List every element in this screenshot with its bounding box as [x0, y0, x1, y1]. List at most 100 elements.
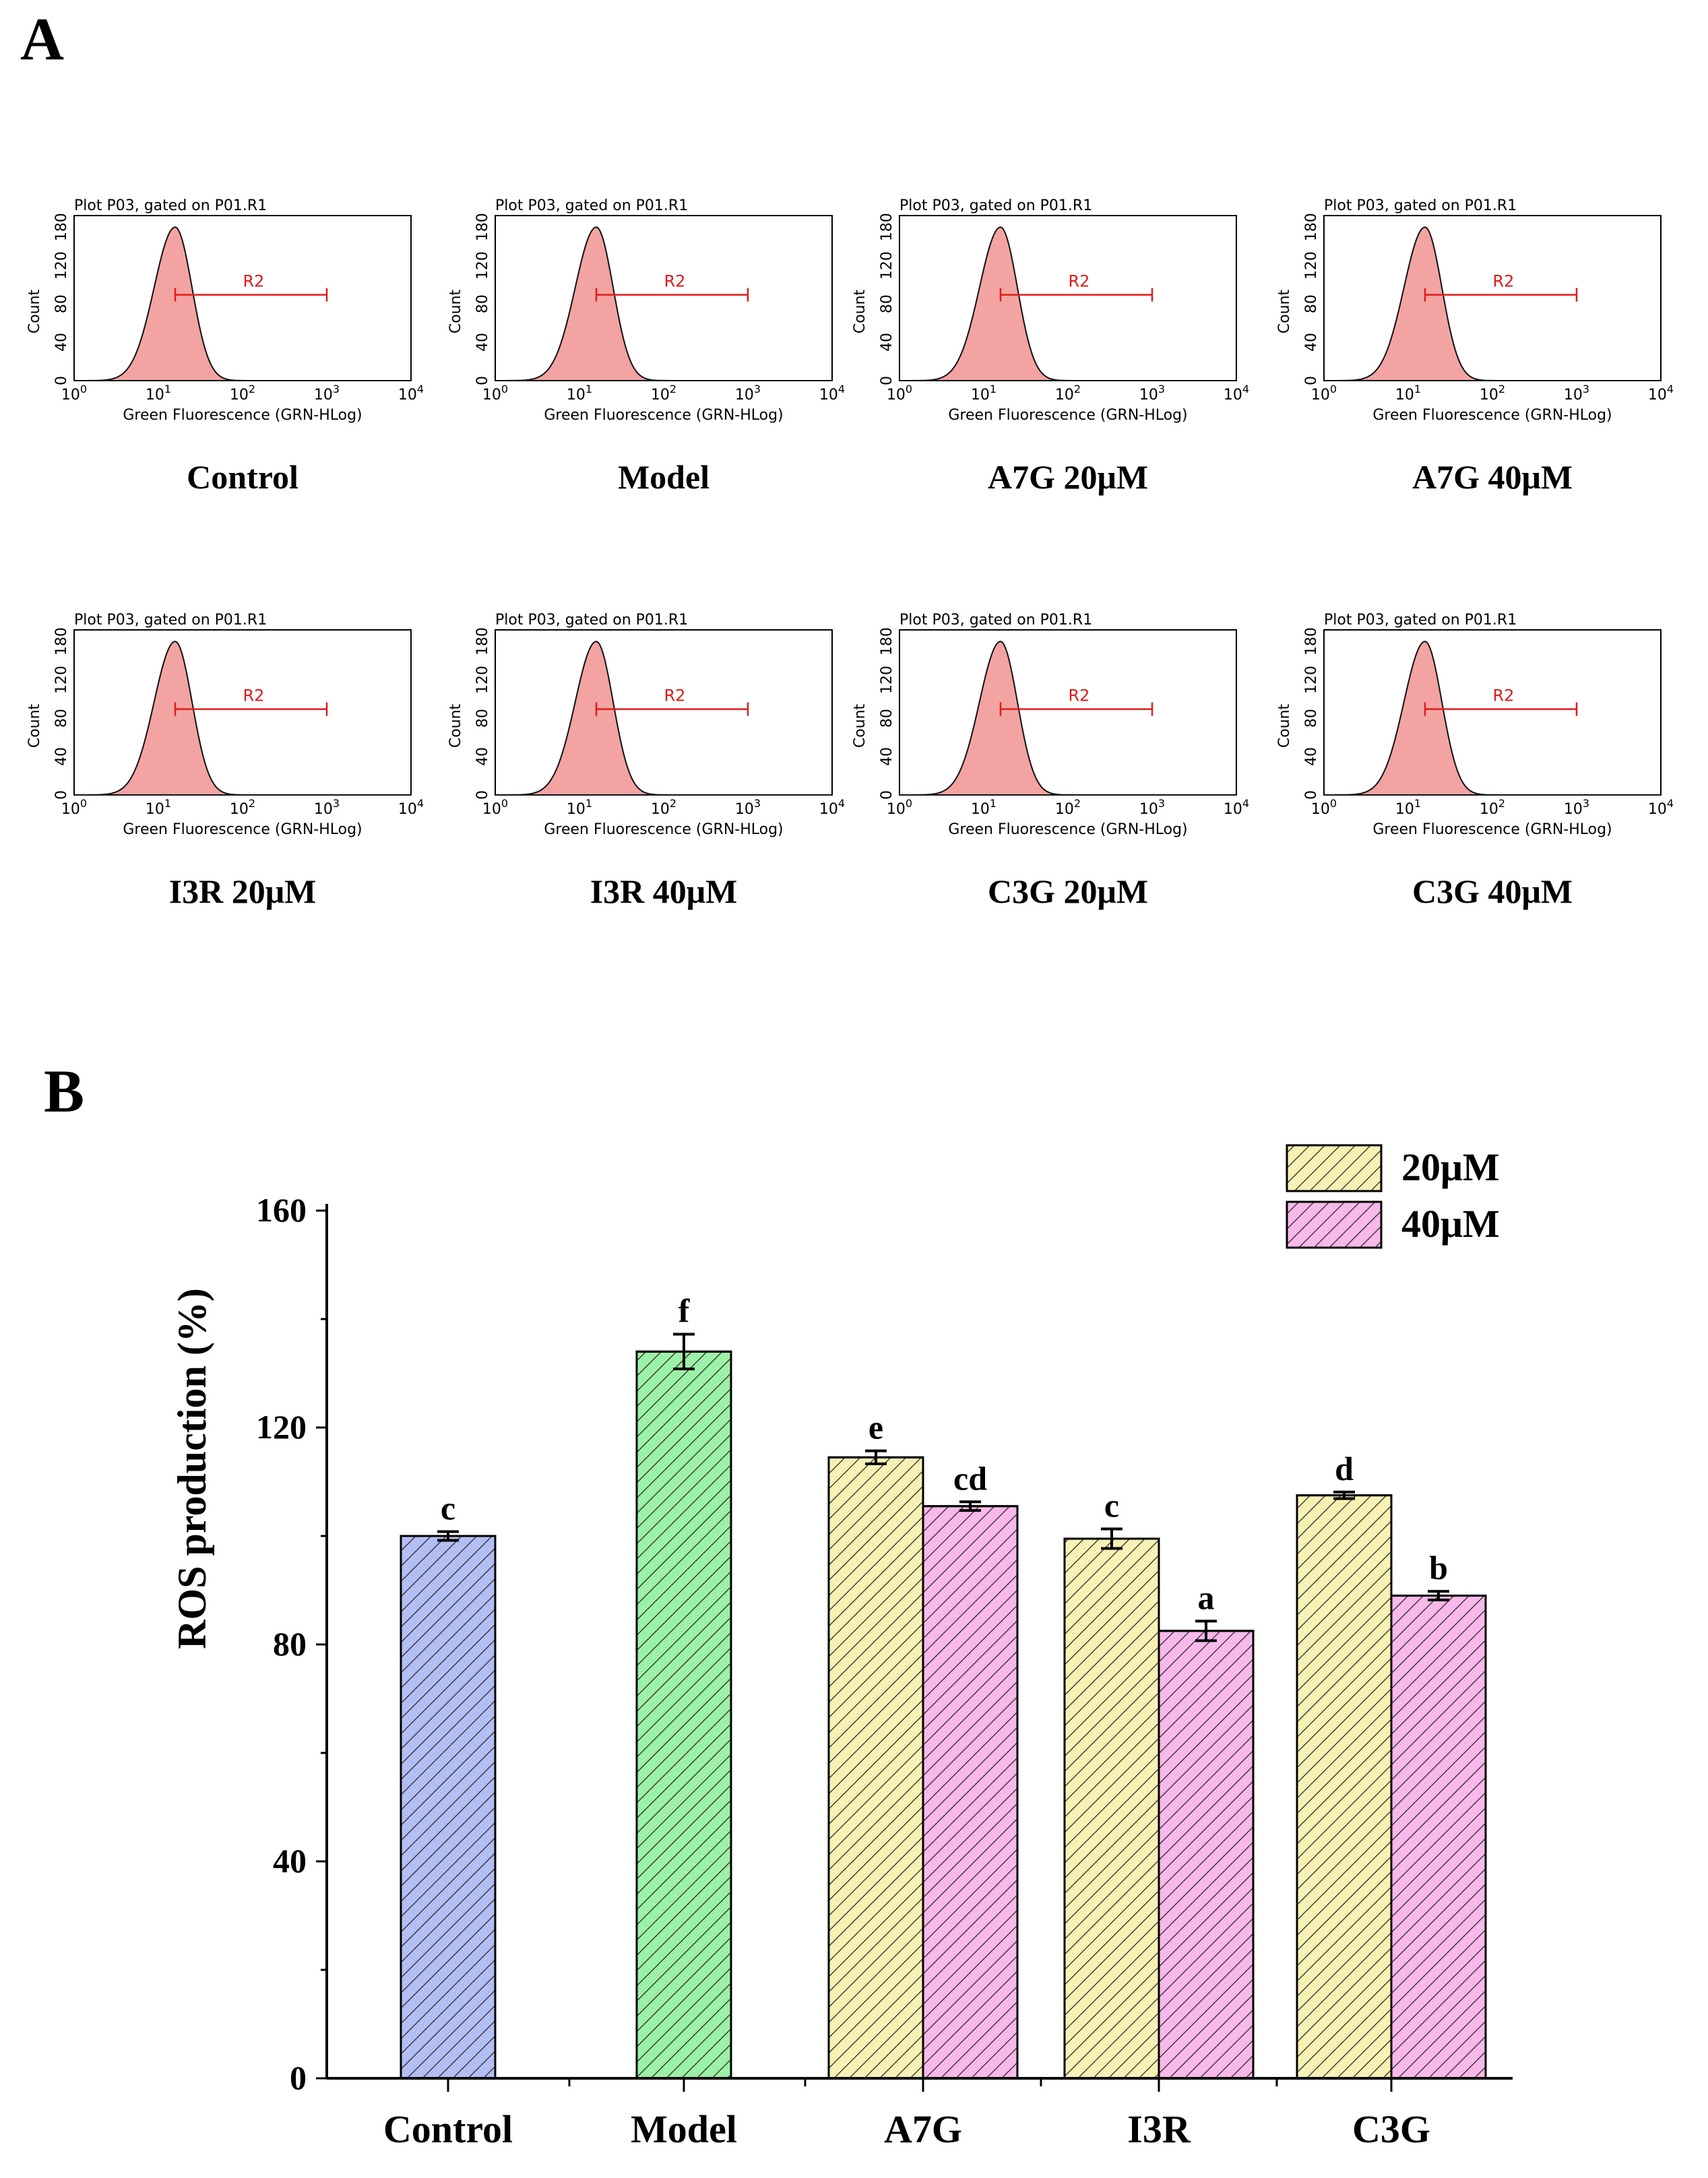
plot-title: Plot P03, gated on P01.R1: [74, 197, 267, 214]
y-tick-label: 0: [879, 376, 895, 385]
legend-swatch-hatch: [1286, 1200, 1383, 1249]
x-tick-label: 102: [1480, 797, 1505, 818]
y-tick-label: 160: [256, 1191, 307, 1229]
x-tick-label: 101: [1395, 383, 1421, 404]
x-tick-label: 103: [735, 383, 761, 404]
bar-group: b: [1390, 1549, 1487, 2080]
plot-caption: A7G 20μM: [988, 458, 1148, 496]
gate-label: R2: [1493, 272, 1515, 291]
bar-hatch: [827, 1456, 924, 2080]
x-tick-label: Model: [631, 2107, 737, 2151]
plot-caption: I3R 40μM: [590, 872, 738, 910]
y-tick-label: 80: [1303, 294, 1320, 313]
significance-letter: c: [441, 1490, 455, 1527]
significance-letter: d: [1335, 1450, 1354, 1487]
histogram-curve: [495, 641, 832, 796]
y-tick-label: 0: [879, 790, 895, 800]
x-tick-label: 101: [1395, 797, 1421, 818]
gate-label: R2: [1069, 272, 1090, 291]
bars-group: c f e cd c a d b: [400, 1292, 1487, 2080]
histogram-plot: Plot P03, gated on P01.R1 R2 Count 0 40 80 120…: [26, 197, 424, 496]
y-tick-label: 40: [53, 747, 70, 766]
histogram-plot: Plot P03, gated on P01.R1 R2 Count 0 40 80 120…: [447, 197, 845, 496]
y-tick-label: 180: [474, 213, 491, 241]
y-tick-label: 0: [474, 376, 491, 385]
y-tick-label: 120: [1303, 251, 1320, 280]
x-tick-label: 104: [819, 797, 845, 818]
plot-caption: I3R 20μM: [169, 872, 317, 910]
y-tick-label: 80: [53, 294, 70, 313]
histogram-plot: Plot P03, gated on P01.R1 R2 Count 0 40 80 120…: [26, 612, 424, 910]
x-tick-label: I3R: [1127, 2107, 1191, 2151]
y-axis-label: Count: [1276, 289, 1293, 333]
significance-letter: b: [1429, 1549, 1448, 1587]
y-tick-label: 40: [879, 747, 895, 766]
bar-group: cd: [922, 1459, 1019, 2080]
x-tick-label: C3G: [1352, 2107, 1430, 2151]
plot-caption: Model: [618, 458, 709, 496]
bar-group: c: [400, 1490, 497, 2080]
y-axis-label: Count: [26, 703, 43, 748]
y-tick-label: 120: [53, 251, 70, 280]
histogram-curve: [1324, 641, 1661, 796]
plot-title: Plot P03, gated on P01.R1: [899, 197, 1092, 214]
y-axis-label: Count: [852, 703, 868, 748]
histogram-curve: [74, 226, 411, 381]
y-tick-label: 180: [879, 213, 895, 241]
x-tick-label: 102: [230, 797, 255, 818]
x-tick-label: 104: [1648, 383, 1674, 404]
legend-item: 40μM: [1286, 1200, 1500, 1249]
x-tick-label: 102: [1055, 797, 1081, 818]
y-tick-label: 120: [1303, 666, 1320, 694]
x-tick-label: 103: [1564, 383, 1589, 404]
legend-swatch-hatch: [1286, 1144, 1383, 1192]
legend-item: 20μM: [1286, 1144, 1500, 1192]
x-axis-label: Green Fluorescence (GRN-HLog): [123, 821, 362, 838]
x-tick-label: A7G: [884, 2107, 962, 2151]
y-tick-label: 40: [1303, 333, 1320, 352]
bar-hatch: [1063, 1537, 1160, 2080]
y-axis: 0 40 80 120 160: [256, 1191, 328, 2096]
plot-frame: [1323, 629, 1662, 796]
x-tick-label: 102: [1055, 383, 1081, 404]
y-tick-label: 120: [474, 251, 491, 280]
plot-title: Plot P03, gated on P01.R1: [1324, 197, 1517, 214]
x-tick-label: 104: [398, 797, 424, 818]
x-axis-label: Green Fluorescence (GRN-HLog): [948, 407, 1187, 424]
x-axis-label: Green Fluorescence (GRN-HLog): [1372, 821, 1612, 838]
x-tick-label: 101: [971, 383, 997, 404]
y-tick-label: 120: [879, 666, 895, 694]
y-tick-label: 180: [53, 627, 70, 655]
x-tick-label: 104: [1224, 797, 1249, 818]
y-tick-label: 80: [474, 709, 491, 728]
significance-letter: f: [678, 1292, 691, 1330]
x-tick-label: 104: [1648, 797, 1674, 818]
y-tick-label: 120: [879, 251, 895, 280]
bar-group: d: [1296, 1450, 1393, 2080]
histogram-curve: [899, 641, 1236, 796]
bar-hatch: [1296, 1494, 1393, 2080]
plot-frame: [495, 215, 833, 381]
bar-hatch: [1390, 1595, 1487, 2080]
plot-title: Plot P03, gated on P01.R1: [74, 612, 267, 629]
y-tick-label: 80: [879, 294, 895, 313]
y-tick-label: 40: [474, 747, 491, 766]
panel-a-label: A: [20, 6, 64, 73]
x-tick-label: 100: [1311, 797, 1337, 818]
significance-letter: c: [1104, 1487, 1119, 1525]
x-tick-label: 100: [887, 797, 912, 818]
x-tick-label: 100: [61, 797, 87, 818]
x-tick-label: 102: [651, 797, 676, 818]
x-tick-label: 100: [61, 383, 87, 404]
histogram-plot: Plot P03, gated on P01.R1 R2 Count 0 40 80 120…: [1276, 197, 1674, 496]
y-tick-label: 80: [273, 1625, 307, 1663]
y-tick-label: 40: [1303, 747, 1320, 766]
bar-group: c: [1063, 1487, 1160, 2080]
plot-title: Plot P03, gated on P01.R1: [899, 612, 1092, 629]
gate-label: R2: [243, 686, 265, 705]
y-tick-label: 40: [53, 333, 70, 352]
x-tick-label: 103: [314, 797, 340, 818]
y-tick-label: 180: [474, 627, 491, 655]
x-tick-label: 102: [1480, 383, 1505, 404]
